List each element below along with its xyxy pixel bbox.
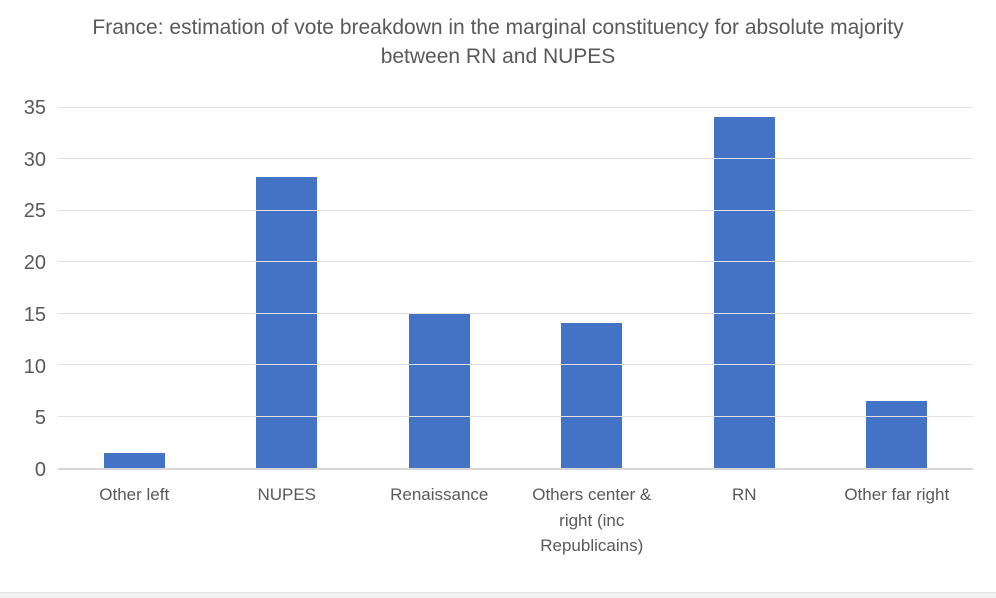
y-tick-label: 35 [23,97,46,119]
bar-slot [58,108,211,468]
y-tick-label: 25 [23,200,46,223]
bar-others-center-right-inc-republicains [561,322,623,468]
bar-rn [713,117,775,468]
bar-slot [211,108,364,468]
gridline [58,312,973,314]
gridline [58,209,973,211]
y-tick-label: 0 [34,459,46,481]
x-tick-label: Other left [99,485,170,504]
bars-row [58,108,973,468]
plot-area [58,107,973,470]
x-tick-label: Others center & right (inc Republicains) [532,485,652,555]
x-axis-labels: Other left NUPES Renaissance Others center … [58,482,973,559]
bar-other-left [103,452,165,468]
y-tick-label: 5 [34,407,46,430]
y-tick-label: 30 [23,148,46,171]
bar-slot [516,108,669,468]
bar-slot [821,108,974,468]
gridline [58,107,973,108]
x-tick-label: Other far right [844,485,950,504]
bar-nupes [256,176,318,468]
bar-renaissance [408,312,470,468]
bar-slot [363,108,516,468]
gridline [58,364,973,366]
y-tick-label: 10 [23,355,46,378]
chart-title: France: estimation of vote breakdown in … [92,16,904,68]
x-tick-label: NUPES [257,485,317,504]
bar-other-far-right [866,401,928,468]
x-tick-label: RN [731,485,757,504]
bottom-edge-strip [0,592,996,598]
gridline [58,415,973,417]
gridline [58,158,973,160]
y-tick-label: 20 [23,252,46,275]
x-tick-label: Renaissance [390,485,489,504]
bar-slot [668,108,821,468]
y-tick-label: 15 [23,303,46,326]
gridline [58,261,973,263]
